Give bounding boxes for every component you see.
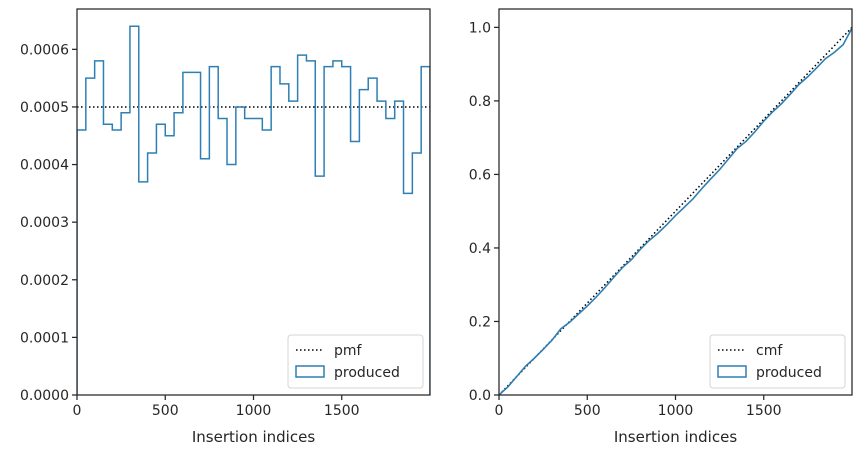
- legend-box: [709, 334, 846, 389]
- legend-marker-produced: [717, 365, 747, 378]
- y-tick-label: 0.0: [469, 388, 491, 404]
- y-tick-label: 0.0004: [20, 158, 69, 174]
- series-produced-line: [499, 27, 852, 395]
- chart-panel-2: 0 500 1000 1500 0.0 0.2 0.4 0.6 0.8 1.0 Insertion …: [469, 8, 853, 446]
- y-tick-label: 0.6: [469, 167, 491, 183]
- x-tick-label: 1000: [658, 403, 694, 419]
- x-tick-label: 0: [73, 403, 82, 419]
- y-tick-label: 0.0005: [20, 100, 69, 116]
- legend-label-produced: produced: [334, 365, 400, 381]
- legend-box: [287, 334, 424, 389]
- x-tick-label: 1000: [236, 403, 272, 419]
- legend-label-produced: produced: [756, 365, 822, 381]
- y-tick-label: 0.4: [469, 241, 491, 257]
- y-tick-label: 0.0003: [20, 215, 69, 231]
- x-axis-label: Insertion indices: [614, 428, 737, 446]
- y-tick-label: 1.0: [469, 20, 491, 36]
- x-tick-label: 0: [495, 403, 504, 419]
- plot-area: [77, 25, 430, 395]
- y-tick-label: 0.0001: [20, 330, 69, 346]
- legend: cmf produced: [709, 334, 846, 389]
- legend: pmf produced: [287, 334, 424, 389]
- y-tick-label: 0.0002: [20, 273, 69, 289]
- y-tick-label: 0.0006: [20, 42, 69, 58]
- x-tick-label: 1500: [324, 403, 360, 419]
- x-tick-label: 500: [152, 403, 179, 419]
- y-tick-label: 0.2: [469, 314, 491, 330]
- legend-marker-produced: [295, 365, 325, 378]
- x-tick-label: 1500: [746, 403, 782, 419]
- chart-panel-1: 0 500 1000 1500 0.0000 0.0001 0.0002 0.0003 0.00…: [20, 8, 431, 446]
- legend-label-cmf: cmf: [756, 343, 783, 359]
- y-tick-label: 0.8: [469, 94, 491, 110]
- series-produced-step: [77, 25, 430, 395]
- y-tick-label: 0.0000: [20, 388, 69, 404]
- x-axis-label: Insertion indices: [192, 428, 315, 446]
- legend-label-pmf: pmf: [334, 343, 363, 359]
- x-tick-label: 500: [574, 403, 601, 419]
- plot-area: [499, 26, 852, 395]
